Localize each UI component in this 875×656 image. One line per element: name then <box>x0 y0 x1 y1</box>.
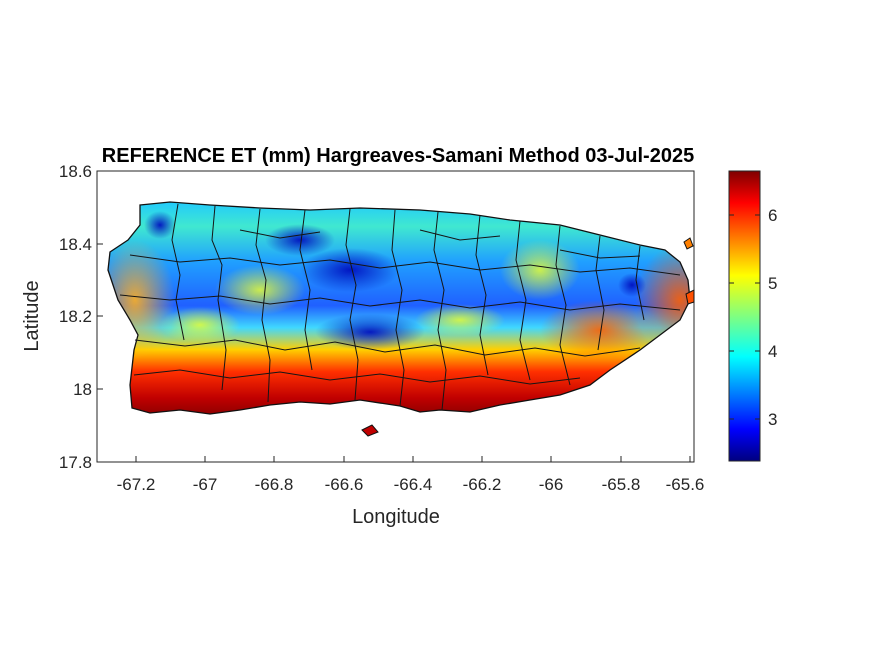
x-tick-label: -66.6 <box>325 475 364 494</box>
culebra-islet <box>683 237 694 250</box>
y-axis-label: Latitude <box>21 280 43 351</box>
x-tick-label: -65.8 <box>602 475 641 494</box>
colorbar: 6 5 4 3 <box>728 170 777 462</box>
municipal-boundaries <box>119 203 681 411</box>
colorbar-tick-label: 5 <box>768 274 777 293</box>
east-islet <box>685 289 695 305</box>
x-tick-label: -66 <box>539 475 564 494</box>
y-tick-label: 18.4 <box>59 235 92 254</box>
caja-de-muerto-island <box>361 424 379 437</box>
colorbar-tick-label: 6 <box>768 206 777 225</box>
island-heatmap <box>108 202 690 414</box>
y-tick-label: 17.8 <box>59 453 92 472</box>
x-tick-label: -67 <box>193 475 218 494</box>
x-axis-label: Longitude <box>352 506 440 528</box>
x-axis: -67.2 -67 -66.8 -66.6 -66.4 -66.2 -66 -6… <box>117 456 705 494</box>
colorbar-tick-label: 3 <box>768 410 777 429</box>
x-tick-label: -66.2 <box>463 475 502 494</box>
colorbar-tick-label: 4 <box>768 342 777 361</box>
y-tick-label: 18.2 <box>59 307 92 326</box>
chart-title: REFERENCE ET (mm) Hargreaves-Samani Meth… <box>102 145 694 167</box>
y-axis: 18.6 18.4 18.2 18 17.8 <box>59 162 103 472</box>
x-tick-label: -66.8 <box>255 475 294 494</box>
y-tick-label: 18 <box>73 380 92 399</box>
x-tick-label: -65.6 <box>666 475 705 494</box>
y-tick-label: 18.6 <box>59 162 92 181</box>
island-outline <box>107 201 691 415</box>
colorbar-gradient <box>728 170 761 462</box>
x-tick-label: -66.4 <box>394 475 433 494</box>
x-tick-label: -67.2 <box>117 475 156 494</box>
